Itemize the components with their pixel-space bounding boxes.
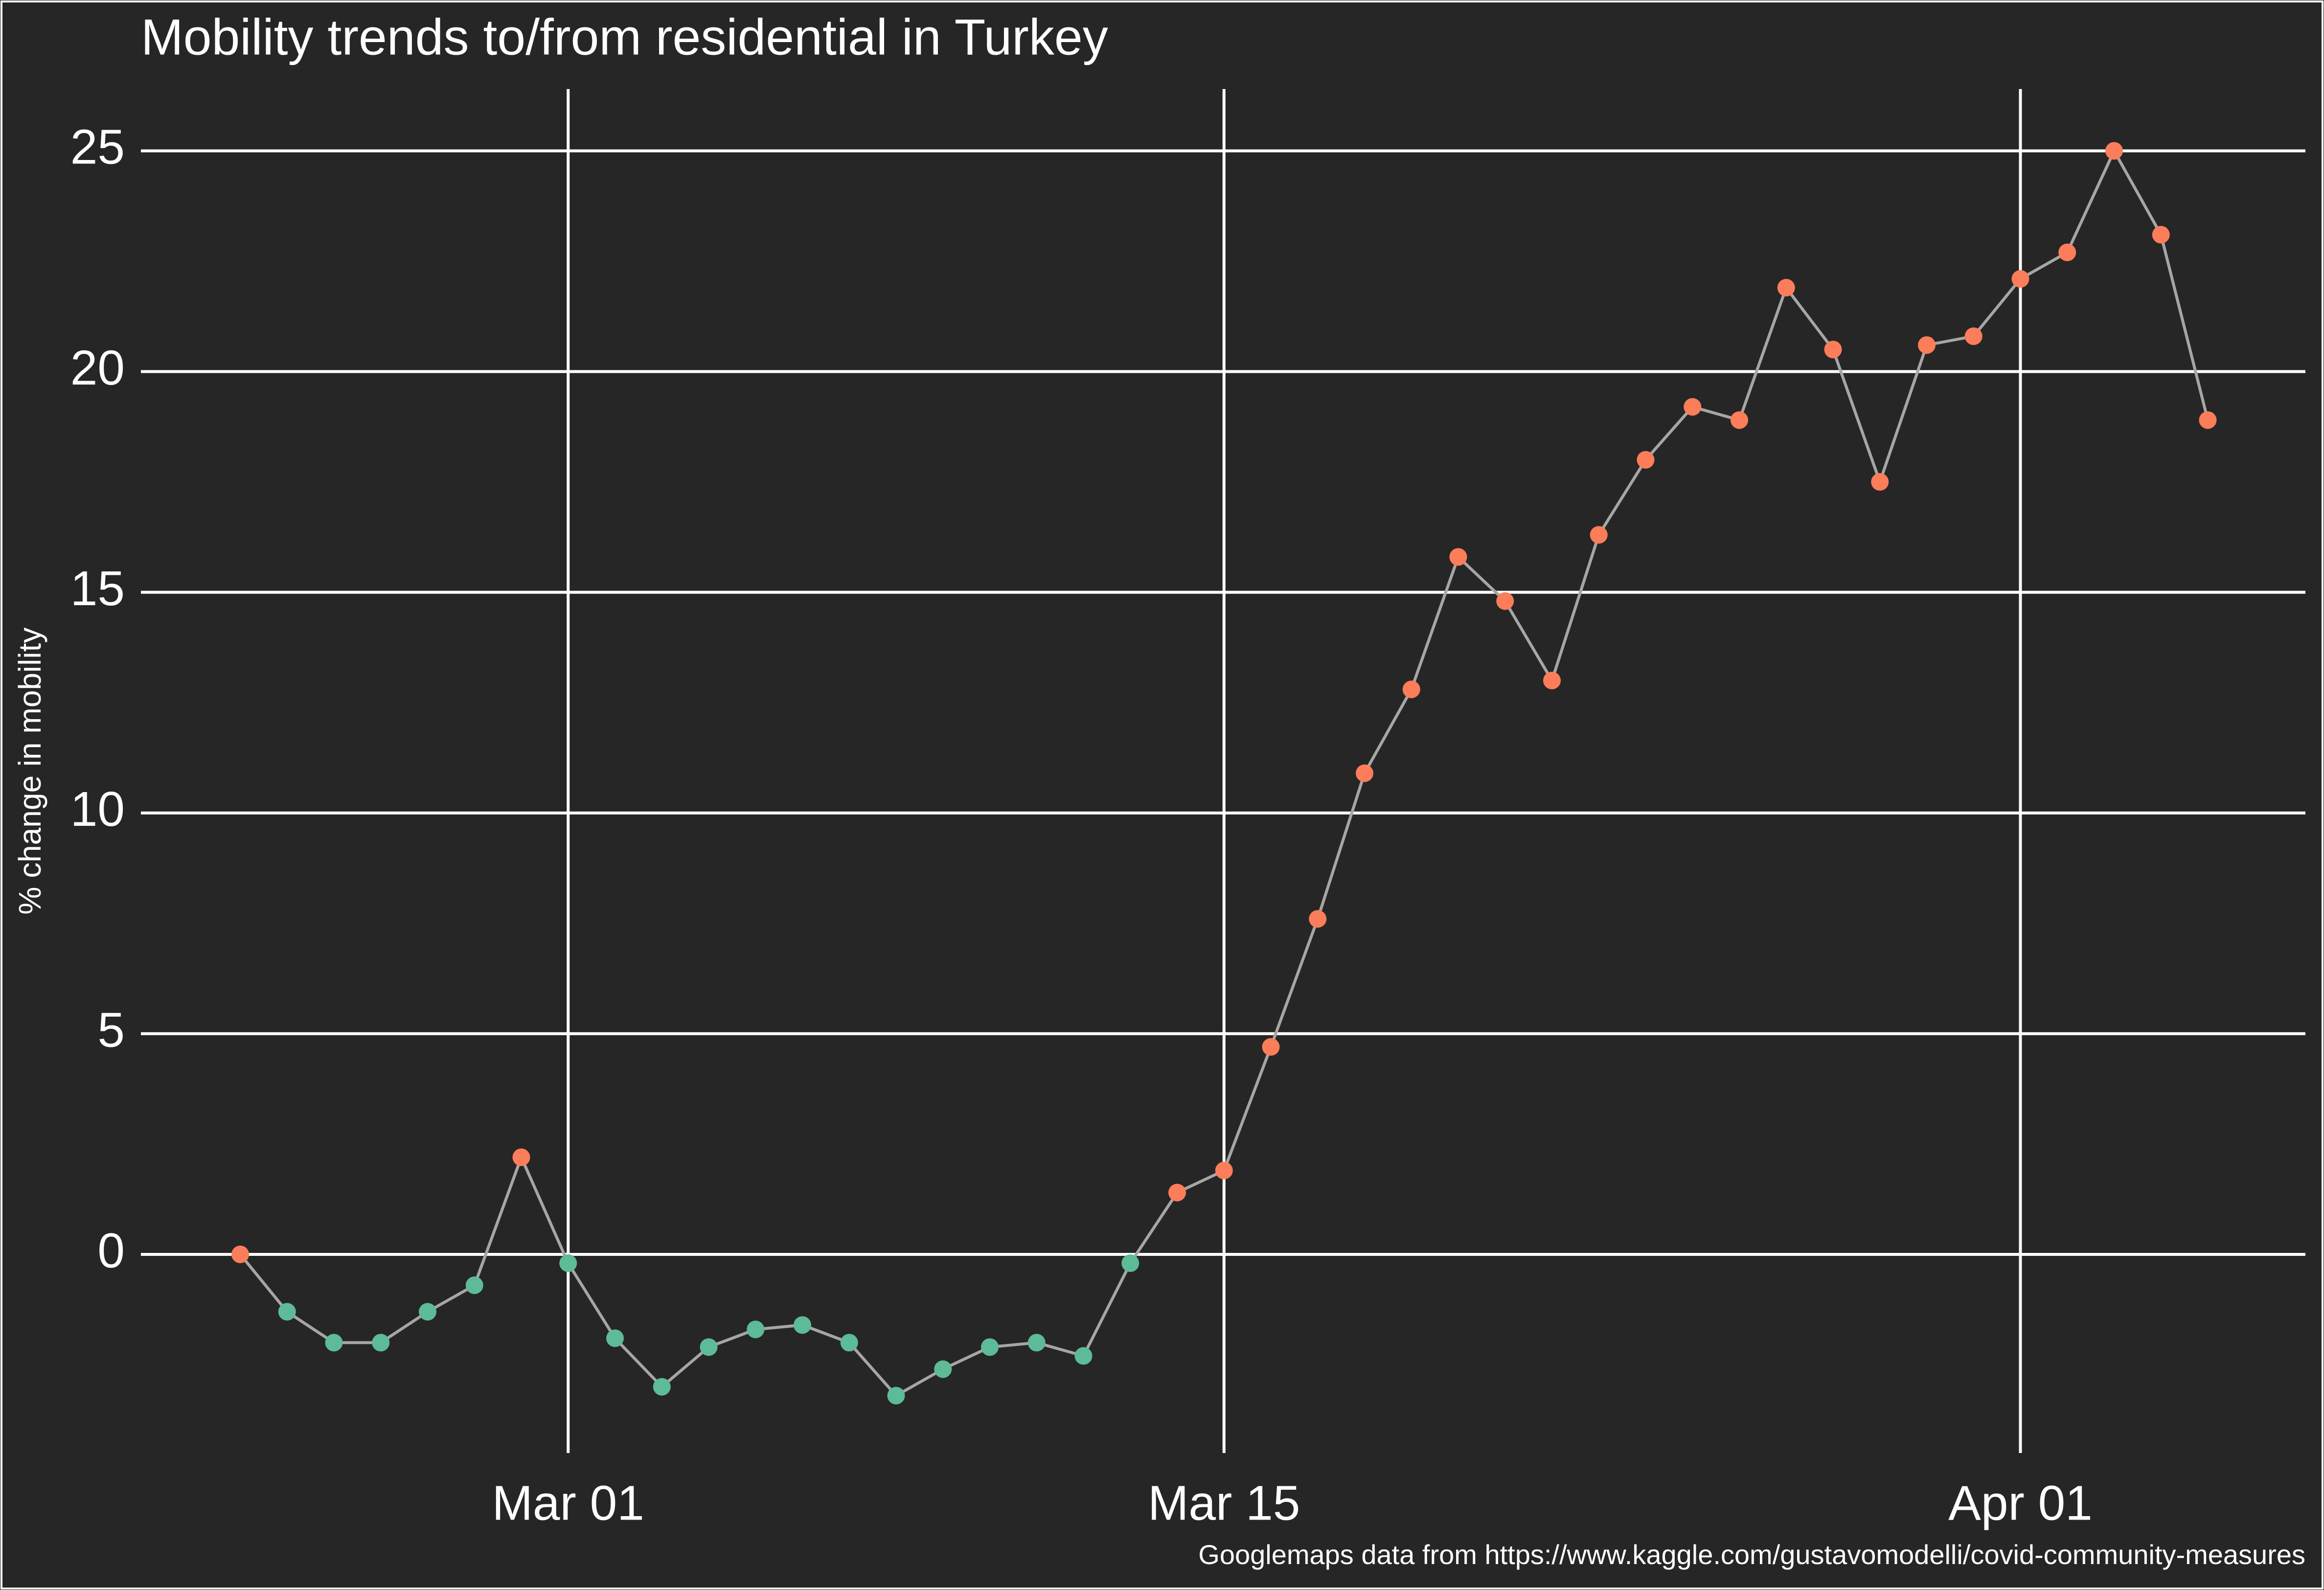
point: [653, 1378, 671, 1396]
point: [840, 1334, 858, 1352]
point: [1637, 451, 1655, 469]
point: [1168, 1183, 1186, 1202]
point: [2152, 226, 2170, 244]
x-tick-label: Apr 01: [1948, 1476, 2093, 1530]
point: [1543, 672, 1561, 690]
y-tick-label: 5: [97, 1002, 125, 1057]
y-axis-label: % change in mobility: [12, 628, 47, 915]
point: [231, 1245, 249, 1263]
point: [1027, 1334, 1046, 1352]
chart-title: Mobility trends to/from residential in T…: [141, 9, 1108, 66]
point: [1449, 548, 1467, 566]
point: [887, 1386, 905, 1405]
point: [2011, 270, 2029, 288]
point: [981, 1338, 999, 1356]
point: [794, 1316, 811, 1334]
point: [2199, 411, 2217, 429]
y-tick-label: 10: [70, 782, 125, 837]
point: [419, 1303, 436, 1321]
point: [1731, 411, 1748, 429]
point: [934, 1360, 952, 1378]
point: [1262, 1038, 1280, 1056]
point: [1590, 526, 1608, 544]
y-tick-label: 15: [70, 561, 125, 616]
point: [2105, 142, 2123, 160]
point: [1215, 1161, 1233, 1180]
point: [512, 1148, 530, 1166]
point: [700, 1338, 718, 1356]
point: [372, 1334, 390, 1352]
point: [1684, 398, 1702, 416]
point: [278, 1303, 296, 1321]
point: [2058, 243, 2076, 261]
point: [325, 1334, 343, 1352]
y-tick-label: 25: [70, 120, 125, 175]
point: [1777, 279, 1795, 297]
y-tick-label: 0: [97, 1223, 125, 1278]
point: [1309, 910, 1327, 928]
point: [1496, 592, 1514, 610]
point: [1871, 473, 1889, 491]
caption: Googlemaps data from https://www.kaggle.…: [1198, 1539, 2305, 1570]
point: [1074, 1347, 1093, 1365]
point: [747, 1320, 765, 1339]
point: [1356, 764, 1373, 782]
point: [465, 1276, 483, 1295]
point: [1964, 327, 1982, 345]
point: [1824, 341, 1842, 359]
point: [1402, 681, 1420, 699]
point: [606, 1329, 624, 1347]
x-tick-label: Mar 15: [1148, 1476, 1300, 1530]
point: [1121, 1254, 1139, 1272]
x-tick-label: Mar 01: [492, 1476, 644, 1530]
point: [559, 1254, 577, 1272]
y-tick-label: 20: [70, 341, 125, 395]
point: [1918, 336, 1936, 354]
